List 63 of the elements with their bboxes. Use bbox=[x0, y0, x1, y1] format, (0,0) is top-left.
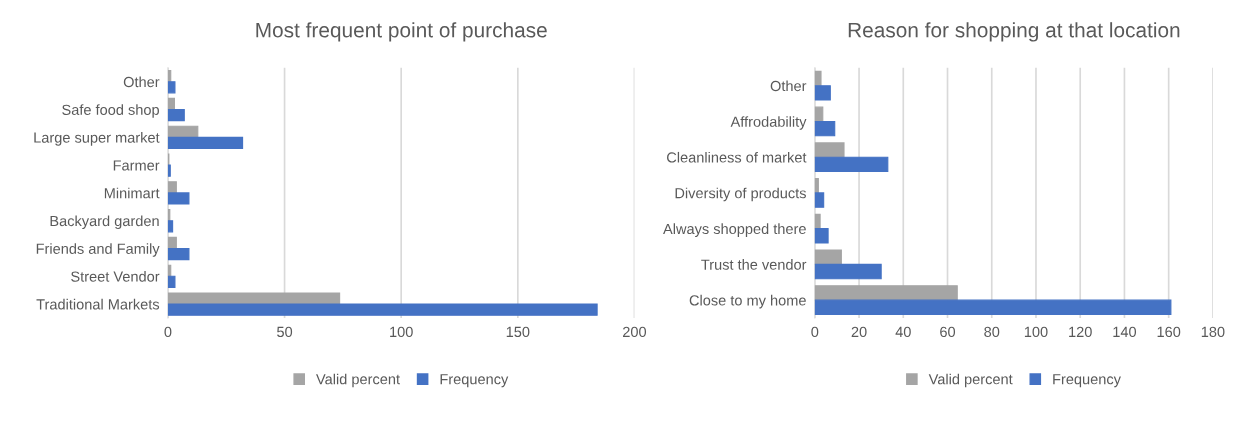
x-tick-label: 100 bbox=[1024, 326, 1048, 338]
y-tick-label: Backyard garden bbox=[50, 215, 159, 230]
bar bbox=[167, 97, 176, 111]
bar bbox=[167, 236, 177, 250]
bar bbox=[167, 292, 341, 305]
y-tick-label: Street Vendor bbox=[71, 271, 160, 282]
bar bbox=[814, 213, 821, 230]
y-tick-label: Other bbox=[123, 76, 160, 88]
bar bbox=[814, 192, 825, 208]
bar bbox=[167, 81, 176, 94]
x-tick-label: 60 bbox=[940, 326, 956, 338]
bar bbox=[167, 192, 190, 205]
legend-label: Frequency bbox=[1053, 374, 1121, 388]
y-tick-label: Other bbox=[770, 80, 807, 92]
x-tick-label: 20 bbox=[851, 326, 867, 338]
x-tick-label: 50 bbox=[277, 326, 293, 338]
x-tick-label: 0 bbox=[811, 326, 819, 338]
bar bbox=[814, 299, 1172, 315]
y-tick-label: Traditional Markets bbox=[36, 298, 160, 310]
y-tick-label: Large super market bbox=[34, 132, 160, 146]
bar bbox=[814, 263, 882, 280]
chart-title: Reason for shopping at that location bbox=[848, 22, 1180, 42]
chart-title: Most frequent point of purchase bbox=[256, 22, 547, 42]
bar bbox=[167, 247, 190, 261]
x-tick-label: 180 bbox=[1201, 326, 1225, 338]
bar bbox=[167, 303, 598, 316]
bar bbox=[167, 136, 244, 150]
x-tick-label: 120 bbox=[1069, 326, 1092, 338]
bar bbox=[814, 85, 831, 101]
legend-label: Frequency bbox=[440, 374, 509, 388]
bar bbox=[814, 285, 958, 301]
legend-label: Valid percent bbox=[316, 373, 400, 388]
y-tick-label: Cleanliness of market bbox=[667, 151, 807, 163]
legend-label: Valid percent bbox=[928, 373, 1013, 388]
x-tick-label: 80 bbox=[984, 326, 1000, 338]
y-tick-label: Friends and Family bbox=[36, 243, 160, 257]
bar bbox=[814, 178, 819, 194]
bar bbox=[814, 70, 822, 87]
x-tick-label: 40 bbox=[895, 326, 911, 338]
bar bbox=[167, 220, 174, 233]
bar bbox=[167, 275, 176, 288]
y-tick-label: Always shopped there bbox=[663, 223, 806, 237]
bar bbox=[814, 228, 829, 244]
x-tick-label: 140 bbox=[1113, 326, 1137, 338]
bar bbox=[167, 108, 185, 122]
y-tick-label: Safe food shop bbox=[62, 104, 159, 118]
x-tick-label: 160 bbox=[1157, 326, 1181, 338]
y-tick-label: Affrodability bbox=[730, 116, 807, 130]
y-tick-label: Farmer bbox=[113, 160, 160, 171]
bar bbox=[167, 164, 171, 177]
bar bbox=[814, 120, 836, 137]
x-tick-label: 200 bbox=[623, 326, 647, 338]
x-tick-label: 0 bbox=[164, 326, 172, 338]
y-tick-label: Close to my home bbox=[689, 294, 806, 309]
bar bbox=[814, 142, 845, 158]
y-tick-label: Diversity of products bbox=[675, 187, 806, 202]
x-tick-label: 150 bbox=[506, 326, 530, 338]
bar bbox=[167, 181, 177, 194]
y-tick-label: Minimart bbox=[104, 187, 160, 199]
bar bbox=[814, 156, 889, 173]
y-tick-label: Trust the vendor bbox=[701, 259, 807, 270]
x-tick-label: 100 bbox=[390, 326, 413, 338]
bar bbox=[814, 249, 842, 265]
